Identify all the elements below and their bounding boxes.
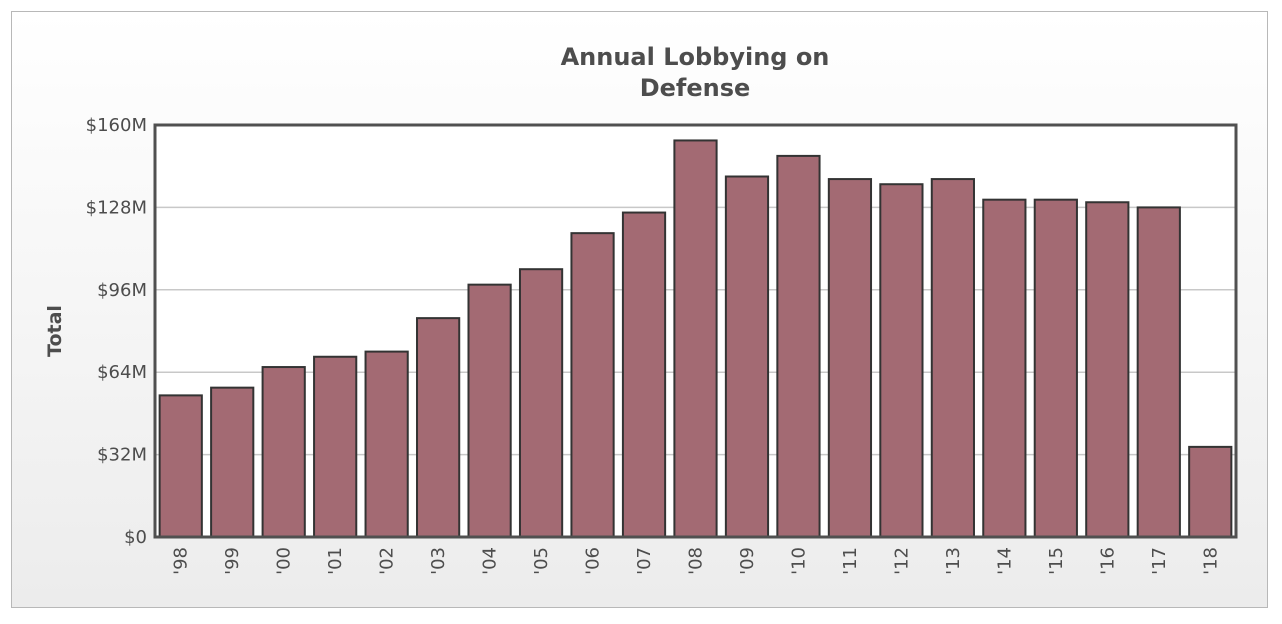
x-tick-label: '13 [943,547,964,575]
bar-15[interactable] [1033,198,1078,539]
bar-06[interactable] [570,232,615,538]
x-tick-label: '04 [480,547,501,575]
x-tick-label: '08 [686,547,707,575]
x-tick-label: '99 [222,547,243,575]
bar-02[interactable] [364,350,409,538]
bar-13[interactable] [930,178,975,538]
bar-18[interactable] [1188,445,1233,538]
x-tick-label: '98 [171,547,192,575]
chart-title-line-1: Annual Lobbying on [560,43,830,71]
bar-08[interactable] [673,139,718,538]
x-tick-label: '01 [325,547,346,575]
x-tick-label: '16 [1097,547,1118,575]
x-tick-label: '06 [583,547,604,575]
x-tick-label: '05 [531,547,552,575]
x-tick-label: '09 [737,547,758,575]
bar-14[interactable] [982,198,1027,539]
x-tick-label: '07 [634,547,655,575]
chart-title: Annual Lobbying on Defense [0,42,1282,104]
bar-12[interactable] [879,183,924,538]
x-axis-ticks: '98 '99 '00 '01 '02 '03 '04 '05 '06 '07 '08 '09 '10 '… [171,547,1222,575]
x-tick-label: '15 [1046,547,1067,575]
x-tick-label: '18 [1200,547,1221,575]
bar-01[interactable] [313,355,358,538]
bar-07[interactable] [621,211,667,539]
y-tick-label: $64M [97,362,147,383]
bar-17[interactable] [1136,206,1181,538]
bar-99[interactable] [210,386,255,538]
y-tick-label: $96M [97,280,147,301]
x-tick-label: '03 [428,547,449,575]
bar-00[interactable] [261,366,306,538]
bar-16[interactable] [1085,201,1130,538]
x-tick-label: '00 [274,547,295,575]
x-tick-label: '10 [788,547,809,575]
y-tick-label: $128M [86,197,147,218]
bar-04[interactable] [467,283,512,538]
x-tick-label: '11 [840,547,861,575]
x-tick-label: '12 [891,547,912,575]
bar-09[interactable] [724,175,770,538]
bar-11[interactable] [827,178,873,538]
chart-title-line-2: Defense [639,74,751,102]
y-tick-label: $0 [124,527,147,548]
bars [158,139,1233,539]
x-tick-label: '02 [377,547,398,575]
y-tick-label: $160M [86,115,147,136]
bar-05[interactable] [518,268,564,538]
y-axis-ticks: $0 $32M $64M $96M $128M $160M [86,115,147,548]
bar-10[interactable] [776,154,821,538]
plot-border [153,123,1238,539]
x-tick-label: '14 [994,547,1015,575]
y-tick-label: $32M [97,445,147,466]
x-tick-label: '17 [1149,547,1170,575]
bar-03[interactable] [416,317,461,538]
bar-98[interactable] [158,394,203,538]
